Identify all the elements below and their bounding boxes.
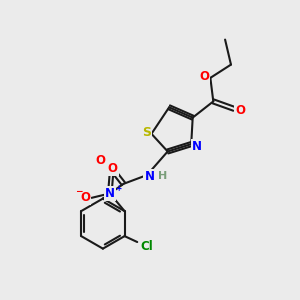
Text: +: + [115,184,121,193]
Text: O: O [108,162,118,175]
Text: O: O [80,191,90,204]
Text: S: S [142,126,151,139]
Text: O: O [236,104,245,117]
Text: O: O [96,154,106,167]
Text: −: − [76,187,83,196]
Text: N: N [144,170,154,183]
Text: O: O [199,70,209,83]
Text: N: N [191,140,202,153]
Text: N: N [105,187,115,200]
Text: Cl: Cl [140,240,153,253]
Text: H: H [158,171,167,181]
